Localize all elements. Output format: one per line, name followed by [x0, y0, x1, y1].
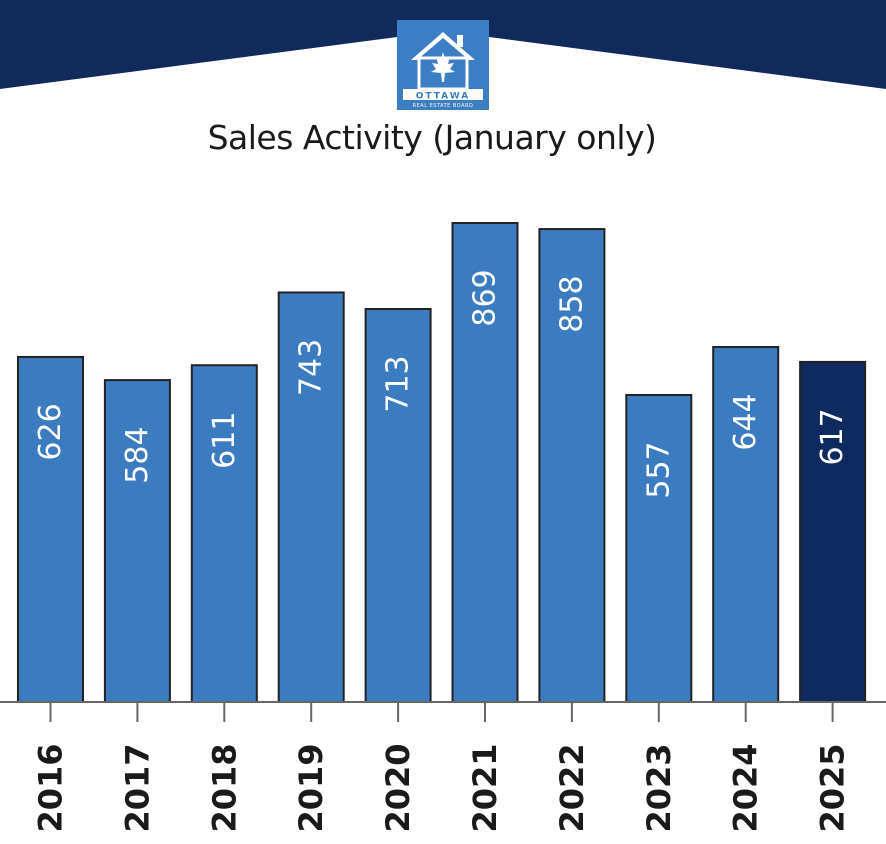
bar-value-label: 557 [641, 441, 676, 498]
x-tick-label: 2025 [814, 743, 852, 832]
x-tick-label: 2016 [32, 743, 70, 832]
x-tick-label: 2018 [205, 743, 243, 832]
logo-text-band [403, 89, 483, 100]
x-tick-label: 2022 [553, 743, 591, 832]
x-tick-label: 2021 [466, 743, 504, 832]
x-tick-label: 2019 [292, 743, 330, 832]
bar-value-label: 584 [120, 426, 155, 483]
bars-group: 626 584 611 743 713 869 858 557 644 617 [17, 222, 867, 703]
bar-value-label: 626 [33, 403, 68, 460]
x-ticks-group: 2016 2017 2018 2019 2020 2021 2022 2023 2024 2025 [32, 702, 852, 833]
bar-value-label: 611 [207, 412, 242, 469]
bar-2016 [17, 355, 84, 703]
ottawa-real-estate-board-logo: OTTAWA REAL ESTATE BOARD [397, 20, 489, 110]
bar-2019 [277, 291, 345, 703]
bar-value-label: 713 [381, 355, 416, 412]
bar-value-label: 869 [468, 269, 503, 326]
bar-value-label: 644 [728, 393, 763, 450]
x-tick-label: 2024 [727, 743, 765, 832]
bar-value-label: 617 [815, 408, 850, 465]
bar-2020 [364, 307, 432, 703]
bar-2022 [538, 228, 606, 703]
chart-title: Sales Activity (January only) [207, 118, 657, 157]
banner-shape [0, 0, 886, 89]
x-tick-label: 2017 [118, 743, 156, 832]
maple-leaf-icon [431, 52, 455, 82]
logo-top-text: OTTAWA [416, 92, 471, 102]
bar-2017 [103, 379, 171, 703]
bar-2021 [451, 222, 519, 703]
bar-2018 [190, 364, 258, 703]
x-tick-label: 2020 [379, 743, 417, 832]
header-banner [0, 0, 886, 89]
logo-bottom-text: REAL ESTATE BOARD [413, 103, 474, 109]
x-tick-label: 2023 [640, 743, 678, 832]
bar-value-label: 858 [554, 275, 589, 332]
bar-2023 [625, 393, 693, 703]
bar-value-label: 743 [294, 339, 329, 396]
house-roof-icon [411, 32, 475, 60]
bar-2025 [799, 360, 867, 703]
house-chimney-icon [457, 35, 463, 47]
